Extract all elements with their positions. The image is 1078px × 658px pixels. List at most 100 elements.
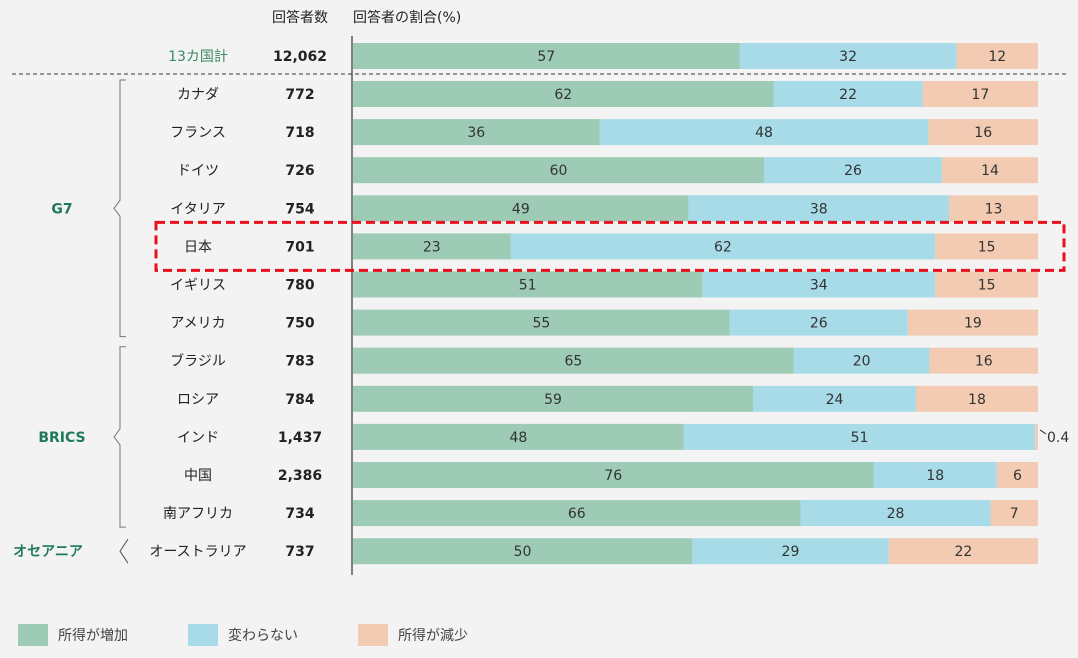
group-brace [113, 79, 126, 338]
bar-segment [907, 309, 1038, 336]
respondent-count: 726 [285, 163, 314, 179]
bar-segment [956, 43, 1038, 69]
data-label: 16 [975, 354, 993, 370]
bar-segment [948, 195, 1038, 222]
bar-segment [764, 157, 943, 184]
bar-segment [888, 538, 1038, 565]
bar-segment [702, 271, 936, 298]
data-label: 55 [532, 316, 550, 332]
bar-segment [773, 81, 923, 107]
data-label: 15 [978, 239, 996, 255]
total-count: 12,062 [273, 49, 327, 65]
data-label: 49 [512, 201, 530, 217]
data-label: 65 [565, 354, 583, 370]
data-label: 34 [810, 278, 828, 294]
bar-segment [915, 385, 1038, 412]
bar-segment [353, 195, 689, 222]
bar-segment [942, 157, 1038, 184]
group-label: G7 [51, 201, 72, 217]
respondent-count: 780 [285, 278, 314, 294]
count-column-header: 回答者数 [272, 9, 328, 26]
bar-segment [353, 500, 801, 527]
bar-segment [353, 271, 703, 298]
data-label: 12 [988, 49, 1006, 65]
bar-segment [353, 119, 600, 146]
bar-segment [353, 347, 794, 374]
respondent-count: 754 [285, 201, 314, 217]
respondent-count: 718 [285, 125, 314, 141]
category-label: ドイツ [177, 163, 219, 179]
group-brace [113, 346, 126, 528]
category-label: イギリス [170, 278, 226, 294]
category-label: 中国 [184, 468, 212, 484]
data-label: 7 [1010, 506, 1019, 522]
highlight-box [154, 220, 1066, 272]
data-label: 16 [974, 125, 992, 141]
category-label: 南アフリカ [163, 506, 233, 522]
bar-segment [353, 538, 693, 565]
legend-swatch [18, 624, 48, 646]
bar-segment [935, 233, 1038, 260]
bar-segment [929, 347, 1038, 374]
data-label: 24 [826, 392, 844, 408]
data-label: 76 [604, 468, 622, 484]
data-label: 50 [514, 544, 532, 560]
category-label: アメリカ [170, 316, 225, 332]
data-label: 28 [887, 506, 905, 522]
data-label: 51 [519, 278, 537, 294]
data-label: 62 [714, 239, 732, 255]
data-label: 51 [851, 430, 869, 446]
data-label: 29 [782, 544, 800, 560]
data-label: 38 [810, 201, 828, 217]
respondent-count: 737 [285, 544, 314, 560]
category-label: ロシア [177, 392, 219, 408]
legend: 所得が増加 変わらない 所得が減少 [18, 624, 468, 646]
category-label: カナダ [177, 87, 219, 103]
data-label: 59 [544, 392, 562, 408]
bar-segment [353, 462, 874, 488]
bar-segment [353, 157, 764, 184]
respondent-count: 734 [285, 506, 314, 522]
bar-segment [800, 500, 991, 527]
annotation-leader-line [1039, 429, 1047, 435]
bar-segment [353, 81, 774, 107]
category-label: 日本 [184, 239, 212, 255]
data-label: 23 [423, 239, 441, 255]
legend-label: 変わらない [228, 627, 298, 644]
ratio-column-header: 回答者の割合(%) [353, 9, 461, 26]
data-label: 26 [844, 163, 862, 179]
group-label: オセアニア [13, 544, 83, 560]
respondent-count: 783 [285, 354, 314, 370]
data-label: 66 [568, 506, 586, 522]
data-label: 13 [985, 201, 1003, 217]
category-label: フランス [170, 125, 226, 141]
group-brace [119, 538, 129, 564]
bar-segment [353, 385, 754, 412]
bar-segment [922, 81, 1038, 107]
bar-segment [1035, 423, 1038, 450]
data-label: 48 [755, 125, 773, 141]
data-label: 22 [839, 87, 857, 103]
total-category-label: 13カ国計 [168, 49, 228, 65]
legend-swatch [188, 624, 218, 646]
respondent-count: 1,437 [278, 430, 322, 446]
bar-segment [935, 271, 1038, 298]
data-label: 18 [968, 392, 986, 408]
bar-segment [353, 309, 730, 336]
bar-segment [739, 43, 957, 69]
data-label: 62 [554, 87, 572, 103]
respondent-count: 701 [285, 239, 314, 255]
data-label: 26 [810, 316, 828, 332]
data-label: 15 [978, 278, 996, 294]
bar-segment [692, 538, 889, 565]
legend-label: 所得が減少 [398, 627, 468, 644]
category-label: ブラジル [170, 353, 226, 370]
category-label: オーストラリア [149, 544, 246, 560]
category-label: インド [177, 430, 219, 446]
bar-segment [599, 119, 929, 146]
bar-segment [683, 423, 1036, 450]
bar-segment [510, 233, 936, 260]
data-label: 60 [550, 163, 568, 179]
